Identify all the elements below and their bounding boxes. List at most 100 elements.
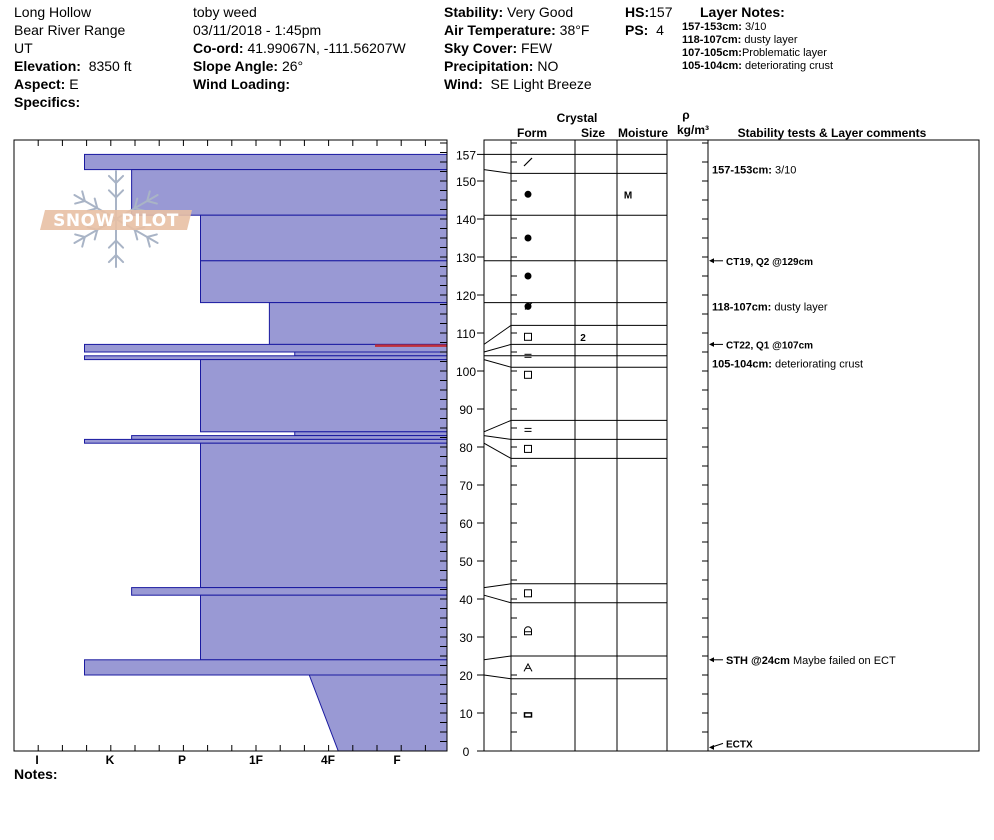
elevation-value: 8350 ft <box>88 58 132 74</box>
snowflake-branch <box>115 189 125 199</box>
header-stability: Stability tests & Layer comments <box>738 126 927 140</box>
logo-banner <box>40 210 192 230</box>
coordinates: Co-ord: 41.99067N, -111.56207W <box>193 39 406 57</box>
stability-comment: 157-153cm: 3/10 <box>712 165 796 177</box>
hardness-tick-label: I <box>35 753 38 767</box>
column-headers: Crystal Form Size Moisture ρkg/m³ Stability t… <box>517 108 927 140</box>
rounded-grain-slash-icon <box>524 301 533 310</box>
faceted-crystal-icon <box>524 332 532 341</box>
layer-note-text: Problematic layer <box>741 47 827 59</box>
comment-label: ECTX <box>726 739 753 750</box>
stability-value: Very Good <box>507 4 574 20</box>
comment-text: 3/10 <box>772 165 796 177</box>
layer-note-range: 105-104cm: <box>682 60 742 72</box>
layer-notes: Layer Notes: 157-153cm: 3/10 118-107cm: … <box>682 3 833 73</box>
site-info: Long Hollow Bear River Range UT Elevatio… <box>14 3 132 111</box>
depth-tick-label: 150 <box>456 175 476 189</box>
comment-label: 118-107cm: <box>712 301 771 313</box>
hardness-bar <box>84 438 448 444</box>
depth-tick-label: 50 <box>459 555 473 569</box>
depth-tick-label: 157 <box>456 148 476 162</box>
header-form: Form <box>517 126 547 140</box>
depth-tick-label: 60 <box>459 517 473 531</box>
rounded-grain-slash <box>524 301 533 310</box>
elevation: Elevation: 8350 ft <box>14 57 132 75</box>
depth-tick-label: 100 <box>456 365 476 379</box>
layer-note-item: 105-104cm: deteriorating crust <box>682 60 833 73</box>
stability: Stability: Very Good <box>444 3 592 21</box>
hardness-bar <box>84 355 448 361</box>
hardness-bar <box>131 435 448 440</box>
specifics: Specifics: <box>14 93 132 111</box>
depth-tick-label: 30 <box>459 631 473 645</box>
hardness-bar <box>294 431 448 437</box>
sky-value: FEW <box>521 40 553 56</box>
comment-text: deteriorating crust <box>772 358 863 370</box>
hardness-tick-label: K <box>106 753 115 767</box>
comment-label: STH @24cm <box>726 655 790 667</box>
moisture-value: M <box>624 190 632 201</box>
snowflake-branch <box>81 190 86 202</box>
header-crystal: Crystal <box>557 111 598 125</box>
snowflake-branch <box>115 239 125 249</box>
ps-value: 4 <box>656 22 664 38</box>
layer-rows: M2 <box>523 157 632 718</box>
location-name: Long Hollow <box>14 4 92 20</box>
snowflake-branch <box>107 239 117 249</box>
hardness-tick-label: 4F <box>321 753 335 767</box>
header-density-unit: kg/m³ <box>677 123 709 137</box>
specifics-label: Specifics: <box>14 94 81 110</box>
aspect-value: E <box>69 76 79 92</box>
snowflake-branch <box>146 190 151 202</box>
depth-tick-label: 130 <box>456 251 476 265</box>
header-rho: ρ <box>682 108 689 122</box>
connector-line <box>483 343 512 353</box>
conditions-info: Stability: Very Good Air Temperature: 38… <box>444 3 592 93</box>
snowpilot-logo: SNOW PILOT <box>40 170 192 268</box>
hardness-bar <box>84 153 448 171</box>
ps: PS: 4 <box>625 21 672 39</box>
depth-tick-label: 70 <box>459 479 473 493</box>
air-temp-label: Air Temperature: <box>444 22 556 38</box>
snowflake-branch <box>107 254 117 264</box>
snowflake-branch <box>146 200 158 205</box>
depth-tick-label: 90 <box>459 403 473 417</box>
comment-arrowhead <box>709 744 714 750</box>
precip-value: NO <box>537 58 559 74</box>
hardness-profile <box>84 153 448 752</box>
stability-comment: 105-104cm: deteriorating crust <box>712 358 863 370</box>
stability-label: Stability: <box>444 4 504 20</box>
hardness-tick-label: F <box>393 753 400 767</box>
depth-info: HS:157 PS: 4 <box>625 3 672 39</box>
layer-table-frame <box>483 139 980 752</box>
coord-label: Co-ord: <box>193 40 244 56</box>
connector-line <box>483 442 512 459</box>
snowflake-branch <box>107 189 117 199</box>
ice-formation-icon <box>523 712 533 718</box>
connector-line <box>483 169 512 174</box>
state: UT <box>14 40 33 56</box>
hardness-bar <box>268 302 448 345</box>
aspect: Aspect: E <box>14 75 132 93</box>
stability-comment: ECTX <box>726 739 753 750</box>
hardness-tick-label: P <box>178 753 186 767</box>
wind: Wind: SE Light Breeze <box>444 75 592 93</box>
ps-label: PS: <box>625 22 649 38</box>
layer-note-range: 107-105cm: <box>682 47 742 59</box>
depth-tick-label: 20 <box>459 669 473 683</box>
hardness-bar <box>200 260 448 304</box>
comment-label: CT19, Q2 @129cm <box>726 257 813 268</box>
stability-comment: STH @24cm Maybe failed on ECT <box>726 655 896 667</box>
wind-value: SE Light Breeze <box>490 76 592 92</box>
slope-angle: Slope Angle: 26° <box>193 57 406 75</box>
connector-line <box>483 594 512 604</box>
layer-notes-title: Layer Notes: <box>700 4 785 20</box>
connector-line <box>483 324 512 345</box>
faceted-crystal-icon <box>524 589 532 598</box>
wind-label: Wind: <box>444 76 483 92</box>
rounded-grain-icon <box>524 272 532 280</box>
rounded-grain-icon <box>524 234 532 242</box>
snowflake-branch <box>115 174 125 184</box>
layer-note-range: 118-107cm: <box>682 34 742 46</box>
layer-note-item: 107-105cm:Problematic layer <box>682 47 833 60</box>
